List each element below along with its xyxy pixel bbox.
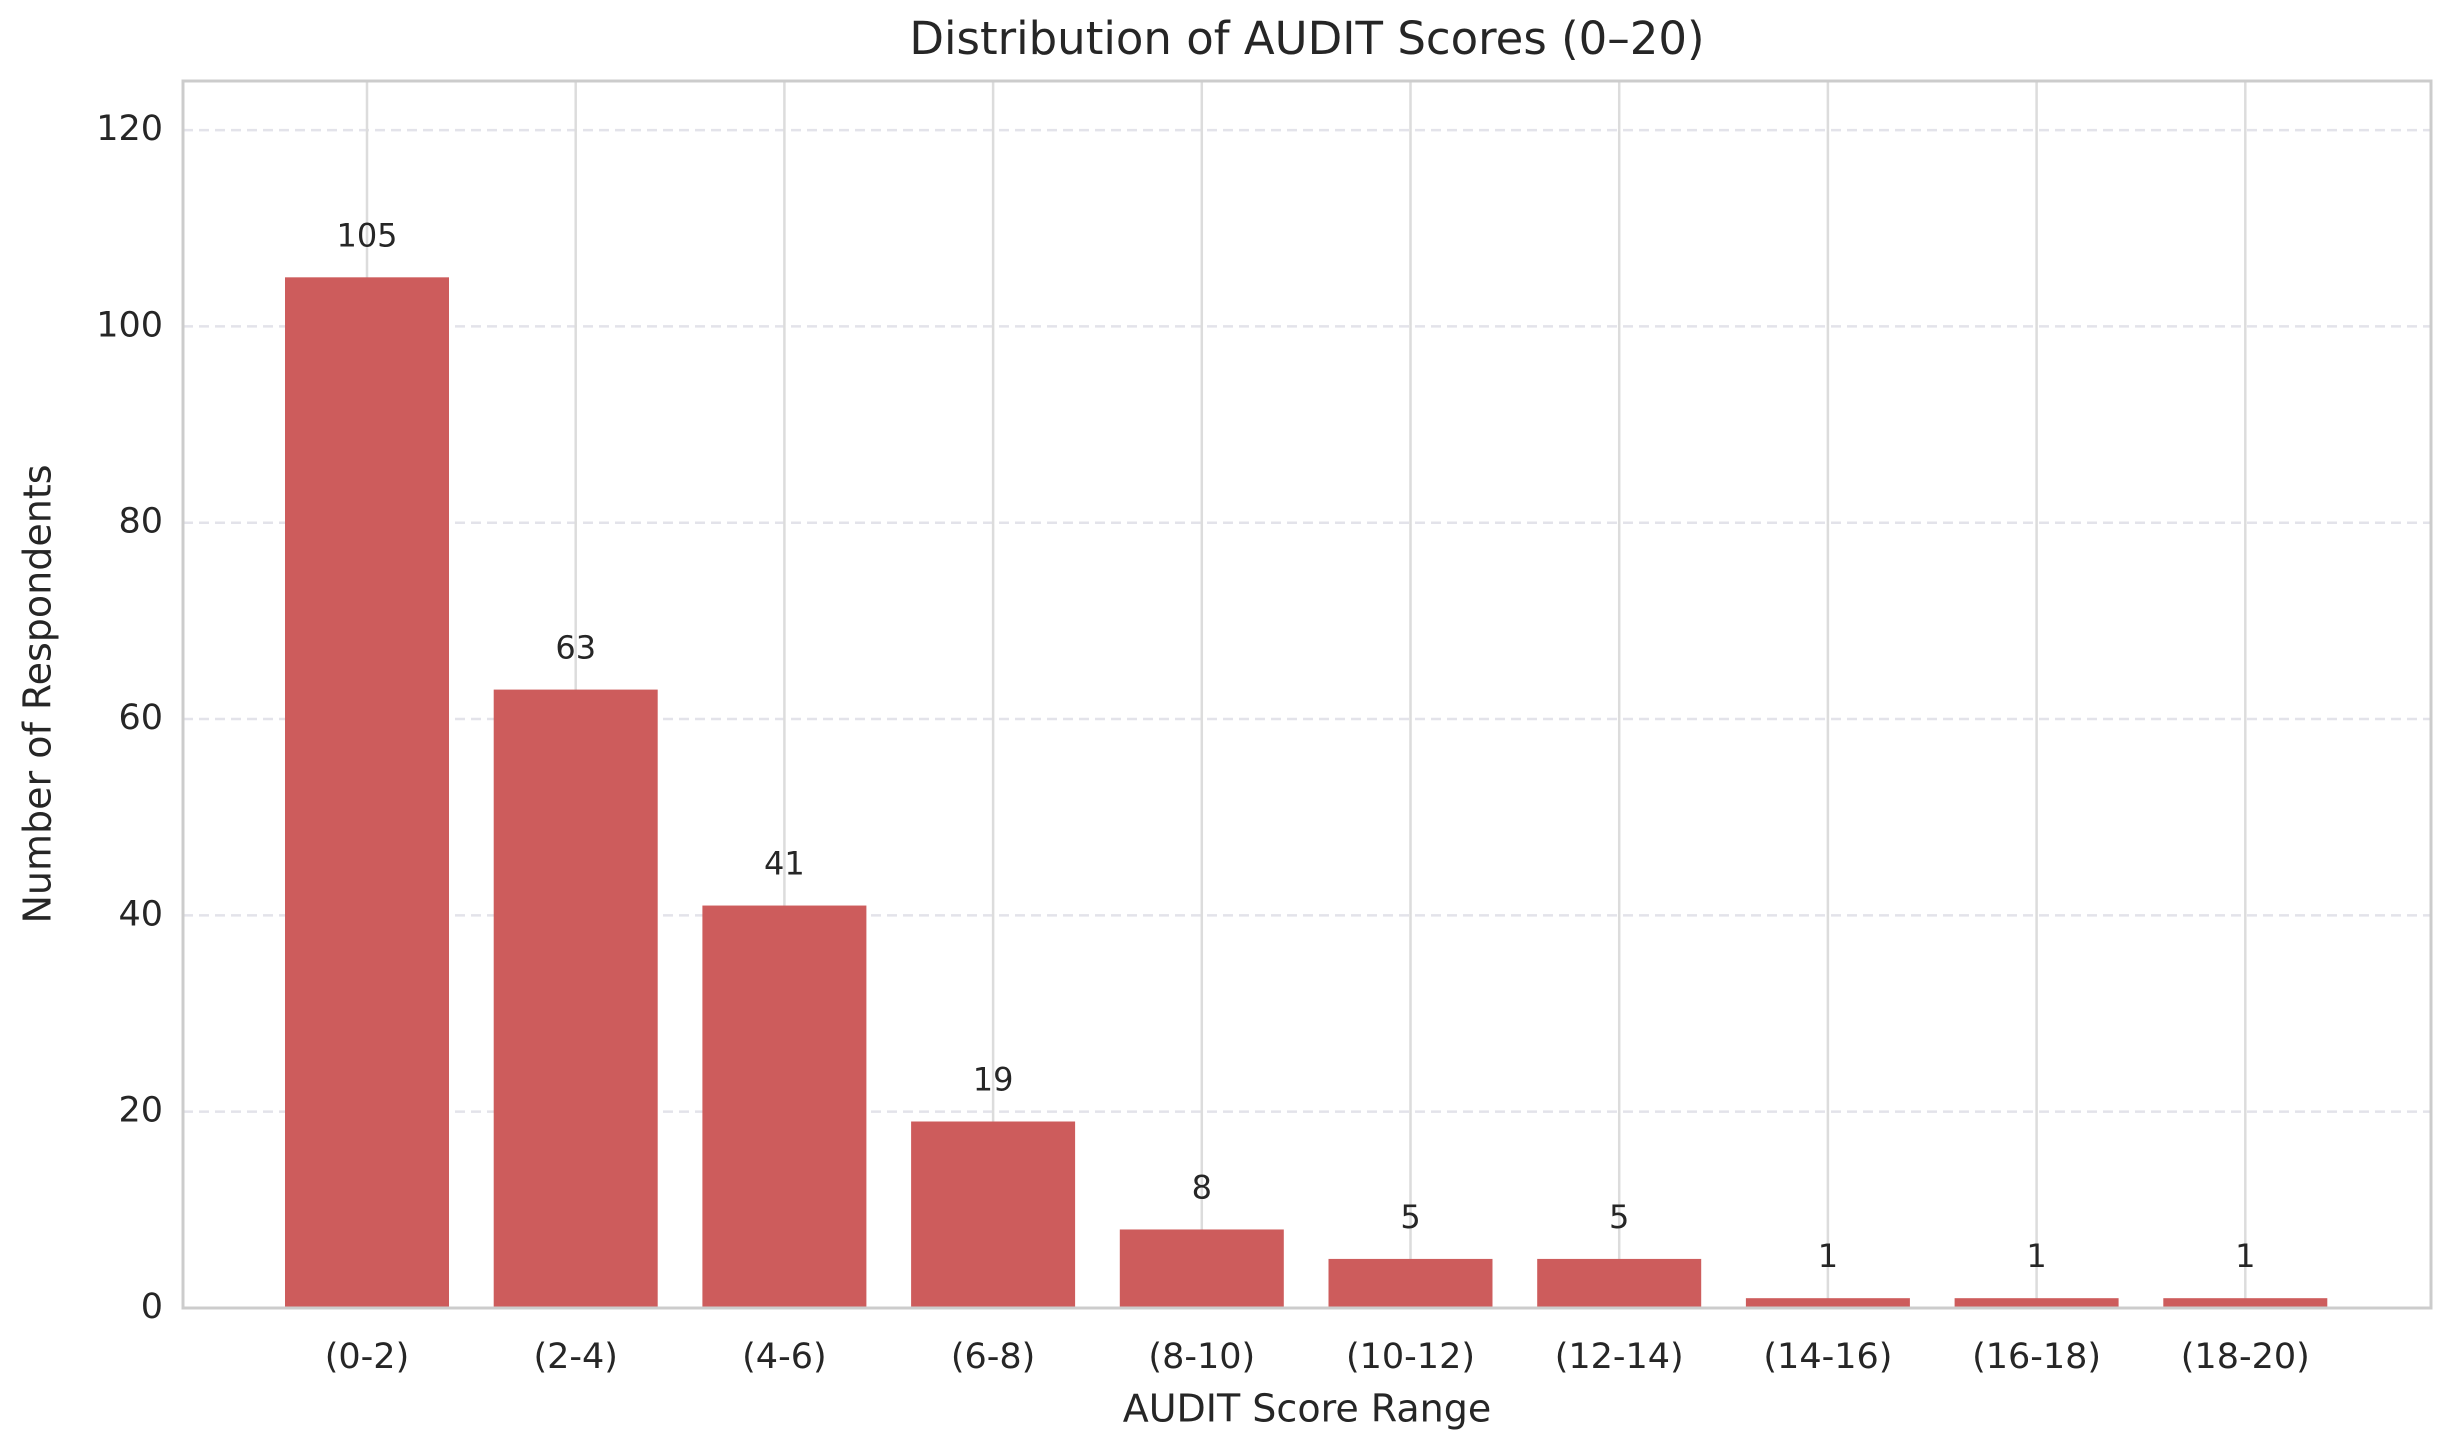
y-tick-label: 120: [96, 109, 163, 149]
bar: [911, 1121, 1076, 1308]
bar: [1745, 1298, 1910, 1308]
y-tick-label: 60: [118, 698, 163, 738]
y-tick-label: 80: [118, 502, 163, 542]
bar: [1119, 1229, 1284, 1308]
value-label: 19: [973, 1060, 1014, 1098]
x-tick-label: (8-10): [1148, 1337, 1255, 1377]
value-label: 1: [2026, 1237, 2046, 1275]
value-label: 8: [1192, 1168, 1212, 1206]
value-label: 63: [555, 629, 596, 667]
bar: [285, 277, 449, 1308]
value-label: 1: [1818, 1237, 1838, 1275]
x-tick-label: (6-8): [951, 1337, 1035, 1377]
value-label: 5: [1609, 1198, 1629, 1236]
bar: [1954, 1298, 2119, 1308]
x-tick-label: (0-2): [325, 1337, 409, 1377]
x-axis-label: AUDIT Score Range: [1123, 1387, 1492, 1431]
bar: [2163, 1298, 2328, 1308]
value-label: 41: [764, 845, 805, 883]
x-tick-label: (18-20): [2181, 1337, 2310, 1377]
bar: [1328, 1258, 1493, 1308]
y-axis-label: Number of Respondents: [16, 464, 60, 923]
value-label: 105: [336, 216, 397, 254]
y-tick-label: 20: [118, 1091, 163, 1131]
y-tick-label: 100: [96, 305, 163, 345]
plot-frame: [181, 79, 2433, 1310]
x-tick-label: (12-14): [1555, 1337, 1684, 1377]
bar: [1537, 1258, 1702, 1308]
y-tick-label: 0: [141, 1287, 163, 1327]
chart-title: Distribution of AUDIT Scores (0–20): [909, 12, 1704, 65]
bar: [702, 905, 867, 1308]
y-tick-label: 40: [118, 894, 163, 934]
x-tick-label: (4-6): [742, 1337, 826, 1377]
bar: [493, 689, 658, 1308]
x-tick-label: (16-18): [1972, 1337, 2101, 1377]
x-tick-label: (10-12): [1346, 1337, 1475, 1377]
value-label: 1: [2235, 1237, 2255, 1275]
x-tick-label: (2-4): [533, 1337, 617, 1377]
x-tick-label: (14-16): [1763, 1337, 1892, 1377]
value-label: 5: [1400, 1198, 1420, 1236]
